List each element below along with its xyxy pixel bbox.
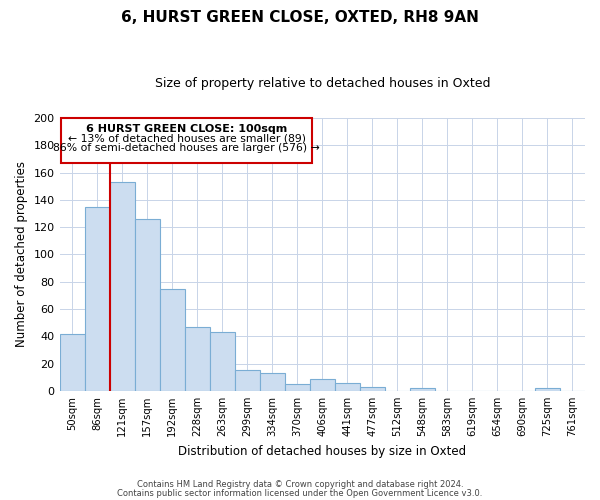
Bar bbox=[410, 388, 435, 391]
Y-axis label: Number of detached properties: Number of detached properties bbox=[15, 162, 28, 348]
Text: 6 HURST GREEN CLOSE: 100sqm: 6 HURST GREEN CLOSE: 100sqm bbox=[86, 124, 287, 134]
Text: Contains HM Land Registry data © Crown copyright and database right 2024.: Contains HM Land Registry data © Crown c… bbox=[137, 480, 463, 489]
Text: Contains public sector information licensed under the Open Government Licence v3: Contains public sector information licen… bbox=[118, 490, 482, 498]
Bar bbox=[285, 384, 310, 391]
Bar bbox=[110, 182, 134, 391]
Title: Size of property relative to detached houses in Oxted: Size of property relative to detached ho… bbox=[155, 78, 490, 90]
Bar bbox=[85, 206, 110, 391]
Bar bbox=[59, 334, 85, 391]
Bar bbox=[134, 219, 160, 391]
X-axis label: Distribution of detached houses by size in Oxted: Distribution of detached houses by size … bbox=[178, 444, 466, 458]
FancyBboxPatch shape bbox=[61, 118, 312, 163]
Bar bbox=[335, 382, 360, 391]
Bar bbox=[235, 370, 260, 391]
Bar bbox=[535, 388, 560, 391]
Bar bbox=[209, 332, 235, 391]
Text: 86% of semi-detached houses are larger (576) →: 86% of semi-detached houses are larger (… bbox=[53, 144, 320, 154]
Bar bbox=[185, 327, 209, 391]
Text: 6, HURST GREEN CLOSE, OXTED, RH8 9AN: 6, HURST GREEN CLOSE, OXTED, RH8 9AN bbox=[121, 10, 479, 25]
Bar bbox=[160, 288, 185, 391]
Text: ← 13% of detached houses are smaller (89): ← 13% of detached houses are smaller (89… bbox=[68, 133, 305, 143]
Bar bbox=[360, 387, 385, 391]
Bar bbox=[260, 373, 285, 391]
Bar bbox=[310, 378, 335, 391]
